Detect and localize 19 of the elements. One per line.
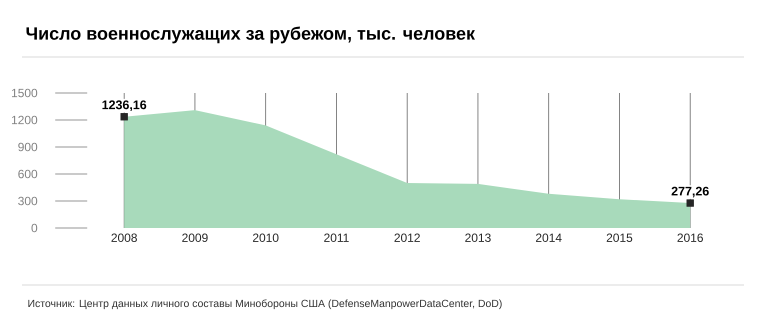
x-tick-label: 2013 [465, 234, 491, 242]
y-tick-label: 600 [18, 170, 38, 178]
x-tick-label: 2014 [536, 234, 562, 242]
x-tick-label: 2009 [182, 234, 208, 242]
text: Источник: Центр данных личного составы Минобороны США (DefenseManpowerDataCenter, DoD) [28, 299, 502, 310]
y-tick-label: 1500 [12, 88, 38, 98]
y-tick-label: 0 [31, 224, 38, 232]
data-label: 1236,16 [102, 100, 146, 112]
y-tick-label: 900 [18, 142, 38, 152]
x-tick-label: 2011 [324, 234, 349, 242]
x-tick-label: 2015 [606, 234, 632, 242]
chart-title: Число военнослужащих за рубежом, тыс. человек [26, 26, 475, 44]
x-tick-label: 2008 [111, 234, 137, 242]
x-tick-label: 2010 [252, 234, 279, 242]
data-label: 277,26 [672, 186, 709, 198]
x-tick-label: 2012 [394, 234, 420, 242]
y-tick-label: 300 [18, 196, 38, 206]
x-tick-label: 2016 [677, 234, 703, 242]
y-tick-label: 1200 [12, 116, 38, 124]
